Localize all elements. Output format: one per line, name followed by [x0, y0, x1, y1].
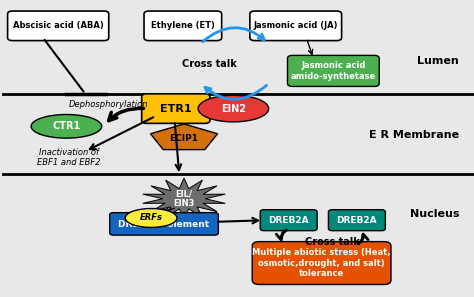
FancyBboxPatch shape — [142, 94, 210, 123]
Text: Cross talk: Cross talk — [182, 59, 237, 69]
Text: Jasmonic acid
amido-synthetase: Jasmonic acid amido-synthetase — [291, 61, 376, 80]
Polygon shape — [150, 124, 218, 150]
Ellipse shape — [198, 95, 269, 122]
FancyBboxPatch shape — [109, 213, 219, 235]
Text: ETR1: ETR1 — [160, 104, 191, 113]
FancyBboxPatch shape — [250, 11, 342, 41]
Text: Cross talk: Cross talk — [305, 237, 360, 247]
Text: CTR1: CTR1 — [52, 121, 81, 131]
Text: DREB2A: DREB2A — [337, 216, 377, 225]
Text: Lumen: Lumen — [418, 56, 459, 66]
Ellipse shape — [31, 115, 102, 138]
Text: Nucleus: Nucleus — [410, 208, 459, 219]
FancyBboxPatch shape — [252, 242, 391, 285]
Text: EIL/
EIN3: EIL/ EIN3 — [173, 189, 195, 208]
Text: ECIP1: ECIP1 — [170, 134, 199, 143]
Text: Jasmonic acid (JA): Jasmonic acid (JA) — [254, 21, 338, 30]
Text: Inactivation of
EBF1 and EBF2: Inactivation of EBF1 and EBF2 — [37, 148, 100, 167]
Text: Abscisic acid (ABA): Abscisic acid (ABA) — [13, 21, 103, 30]
Polygon shape — [143, 178, 225, 219]
Text: ERFs: ERFs — [139, 214, 163, 222]
FancyBboxPatch shape — [8, 11, 109, 41]
Text: Multiple abiotic stress (Heat,
osmotic,drought, and salt)
tolerance: Multiple abiotic stress (Heat, osmotic,d… — [252, 248, 391, 278]
Text: Dephosphorylation: Dephosphorylation — [69, 100, 148, 109]
FancyBboxPatch shape — [288, 55, 379, 86]
FancyBboxPatch shape — [328, 210, 385, 231]
Text: DREB2A: DREB2A — [268, 216, 309, 225]
FancyBboxPatch shape — [260, 210, 317, 231]
Text: E R Membrane: E R Membrane — [369, 130, 459, 140]
Text: DRE/ CRT element: DRE/ CRT element — [118, 219, 210, 228]
Text: EIN2: EIN2 — [221, 104, 246, 113]
Text: Ethylene (ET): Ethylene (ET) — [151, 21, 215, 30]
FancyBboxPatch shape — [144, 11, 222, 41]
Ellipse shape — [125, 208, 177, 228]
